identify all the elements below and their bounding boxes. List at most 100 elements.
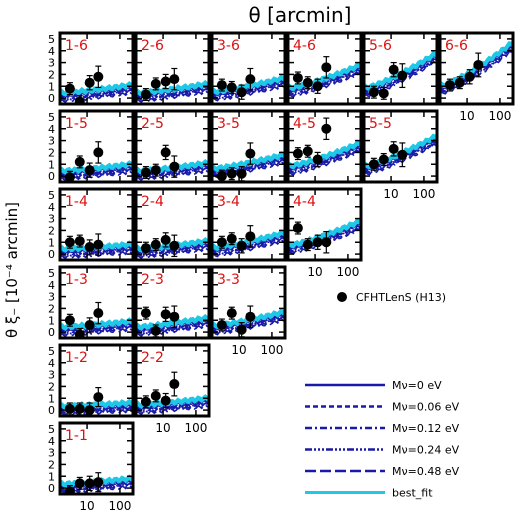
data-point	[64, 83, 75, 94]
y-tick-label: 2	[48, 380, 55, 393]
data-point	[226, 308, 237, 319]
data-point	[93, 308, 104, 319]
panel-label: 2-6	[141, 38, 164, 54]
data-point	[321, 123, 332, 134]
data-point	[64, 486, 75, 494]
best-fit-line-inner	[136, 396, 209, 409]
panel-frame	[210, 187, 287, 262]
data-point	[245, 74, 256, 85]
panel-label: 4-4	[293, 194, 316, 210]
x-tick-label: 100	[260, 343, 283, 357]
x-tick-label: 100	[108, 499, 131, 512]
data-point	[236, 87, 247, 98]
panel-label: 3-3	[217, 272, 240, 288]
panel-frame	[210, 109, 287, 184]
model-line-4	[60, 90, 133, 104]
data-point	[150, 390, 161, 401]
data-point	[169, 379, 180, 390]
data-point	[216, 171, 227, 182]
model-line-4	[60, 327, 133, 338]
model-line-3	[60, 248, 133, 258]
panel-frame	[362, 31, 439, 106]
best-fit-line-inner	[60, 162, 133, 175]
data-point	[84, 77, 95, 88]
data-point	[216, 319, 227, 330]
model-line-3	[136, 167, 209, 180]
panel-label: 3-4	[217, 194, 240, 210]
y-tick-label: 4	[48, 357, 55, 370]
y-tick-label: 4	[48, 435, 55, 448]
data-point	[64, 172, 75, 182]
panel-4-4: 4-4 10 100	[286, 187, 363, 279]
y-tick-label: 3	[48, 57, 55, 70]
y-tick-label: 1	[48, 314, 55, 327]
panel-frame	[134, 265, 211, 340]
panel-label: 1-1	[65, 428, 88, 444]
panel-label: 1-6	[65, 38, 88, 54]
data-point	[226, 233, 237, 244]
model-line-4	[364, 143, 437, 176]
x-tick-label: 10	[79, 499, 94, 512]
data-point	[84, 165, 95, 176]
data-point	[464, 71, 475, 82]
data-point	[74, 96, 85, 104]
data-point	[64, 315, 75, 326]
data-point	[169, 240, 180, 251]
model-line-3	[212, 159, 285, 177]
model-line-3	[60, 482, 133, 493]
y-tick-label: 4	[48, 123, 55, 136]
data-point	[169, 161, 180, 172]
x-tick-label: 100	[488, 109, 511, 123]
data-point	[368, 159, 379, 170]
x-tick-label: 100	[336, 265, 359, 279]
data-point	[302, 77, 313, 88]
data-point	[74, 329, 85, 338]
model-line-3	[60, 89, 133, 102]
panel-label: 5-5	[369, 116, 392, 132]
model-line-4	[136, 403, 209, 416]
model-line-2	[60, 247, 133, 257]
y-tick-label: 0	[48, 170, 55, 183]
data-point	[140, 167, 151, 178]
y-tick-label: 5	[48, 345, 55, 358]
data-point	[140, 243, 151, 254]
model-line-2	[60, 324, 133, 335]
data-point	[292, 72, 303, 83]
y-tick-label: 4	[48, 45, 55, 58]
data-point	[226, 168, 237, 179]
panel-frame	[58, 421, 135, 496]
data-point	[388, 64, 399, 75]
data-point	[169, 311, 180, 322]
top-axis-label: θ [arcmin]	[249, 3, 352, 27]
data-point	[93, 147, 104, 158]
panel-frame	[362, 109, 439, 184]
data-point	[150, 165, 161, 176]
data-point	[245, 311, 256, 322]
data-point	[93, 239, 104, 250]
data-point	[160, 76, 171, 87]
model-line-2	[60, 87, 133, 101]
legend-data-marker	[337, 292, 347, 302]
legend-line-label: Mν=0.48 eV	[392, 465, 460, 478]
panel-label: 1-3	[65, 272, 88, 288]
y-tick-label: 2	[48, 458, 55, 471]
panel-3-3: 3-3 10 100	[210, 265, 287, 357]
y-tick-label: 5	[48, 267, 55, 280]
data-point	[150, 325, 161, 336]
model-line-3	[136, 402, 209, 414]
panel-frame	[210, 31, 287, 106]
data-point	[93, 477, 104, 488]
y-tick-label: 1	[48, 470, 55, 483]
best-fit-line-inner	[288, 64, 361, 92]
data-point	[397, 149, 408, 160]
best-fit-line-inner	[60, 319, 133, 331]
data-point	[302, 146, 313, 157]
panel-label: 2-2	[141, 350, 164, 366]
y-tick-label: 0	[48, 326, 55, 339]
data-point	[84, 319, 95, 330]
data-point	[236, 324, 247, 335]
y-tick-label: 4	[48, 279, 55, 292]
